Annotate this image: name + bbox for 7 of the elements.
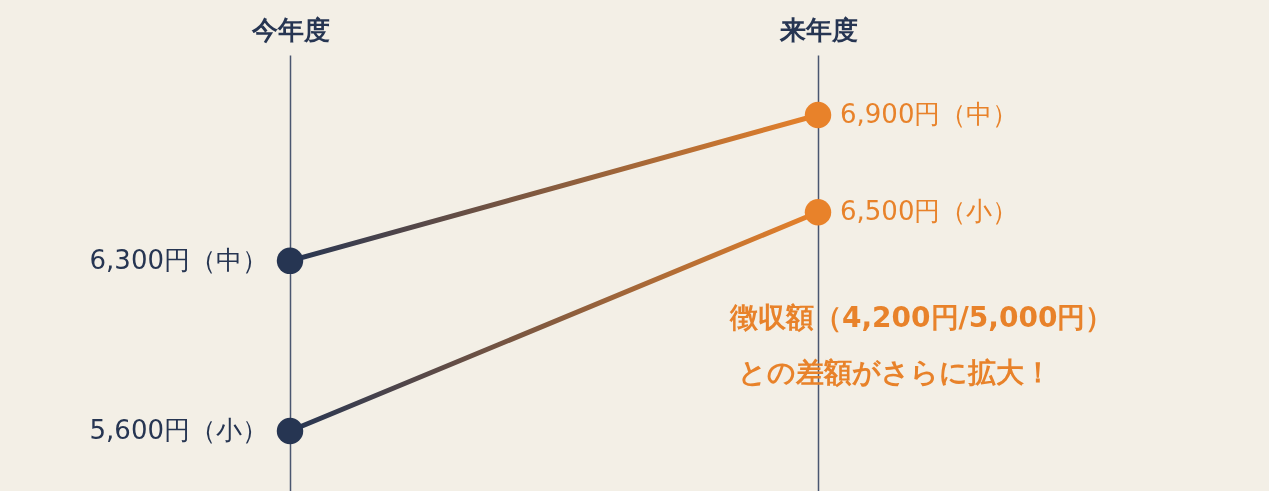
data-label: 6,500円（小）: [840, 196, 1019, 227]
annotation: 徴収額（4,200円/5,000円）: [729, 301, 1114, 334]
x-tick-label: 今年度: [250, 14, 330, 45]
data-label: 5,600円（小）: [89, 415, 268, 445]
x-tick-label: 来年度: [778, 14, 858, 45]
data-label: 6,900円（中）: [840, 99, 1019, 129]
data-label: 6,300円（中）: [89, 244, 268, 275]
